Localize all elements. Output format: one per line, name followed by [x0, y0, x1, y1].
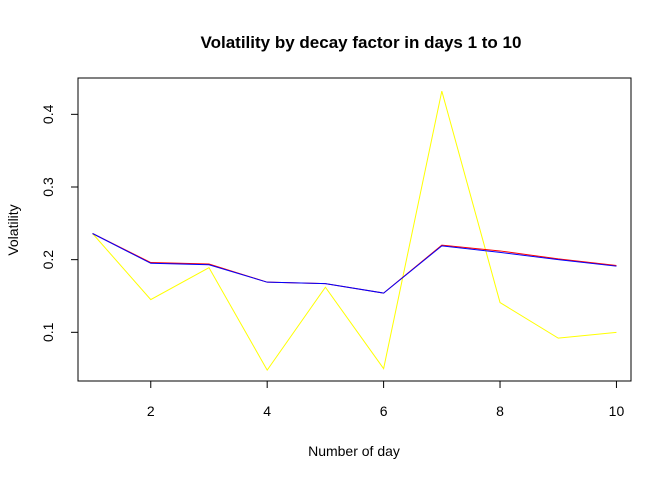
y-axis: 0.1 0.2 0.3 0.4 [40, 104, 79, 342]
series-layer [92, 90, 617, 372]
x-tick-label: 2 [147, 403, 155, 419]
x-tick-label: 6 [380, 403, 388, 419]
plot-area-frame [77, 77, 632, 382]
y-tick-label: 0.4 [40, 104, 56, 124]
x-axis: 2 4 6 8 10 [147, 380, 625, 419]
series-line-2 [92, 233, 617, 294]
series-line-1 [92, 90, 617, 372]
x-tick-label: 8 [496, 403, 504, 419]
y-tick-label: 0.3 [40, 177, 56, 197]
y-axis-label: Volatility [5, 204, 21, 255]
y-tick-label: 0.2 [40, 250, 56, 270]
series-line-3 [92, 233, 617, 294]
chart-title: Volatility by decay factor in days 1 to … [201, 33, 522, 52]
x-axis-label: Number of day [308, 443, 400, 459]
x-tick-label: 4 [263, 403, 271, 419]
x-tick-label: 10 [609, 403, 625, 419]
y-tick-label: 0.1 [40, 322, 56, 342]
